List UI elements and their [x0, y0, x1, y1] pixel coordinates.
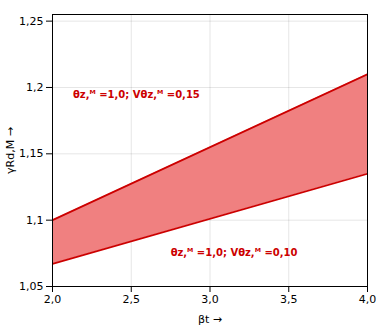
svg-text:3,5: 3,5 — [280, 293, 298, 306]
svg-text:4,0: 4,0 — [359, 293, 377, 306]
svg-text:θᴢ,ᴹ =1,0; Vθᴢ,ᴹ =0,10: θᴢ,ᴹ =1,0; Vθᴢ,ᴹ =0,10 — [171, 247, 298, 258]
svg-text:1,25: 1,25 — [19, 15, 44, 28]
svg-text:3,0: 3,0 — [201, 293, 219, 306]
svg-text:γRd,M →: γRd,M → — [4, 127, 17, 174]
svg-text:βt →: βt → — [198, 313, 222, 326]
svg-text:2,0: 2,0 — [44, 293, 62, 306]
svg-text:1,2: 1,2 — [26, 81, 44, 94]
svg-text:1,15: 1,15 — [19, 147, 44, 160]
svg-text:θᴢ,ᴹ =1,0; Vθᴢ,ᴹ =0,15: θᴢ,ᴹ =1,0; Vθᴢ,ᴹ =0,15 — [73, 89, 200, 100]
svg-text:2,5: 2,5 — [123, 293, 141, 306]
svg-text:1,05: 1,05 — [19, 280, 44, 293]
svg-text:1,1: 1,1 — [26, 214, 44, 227]
